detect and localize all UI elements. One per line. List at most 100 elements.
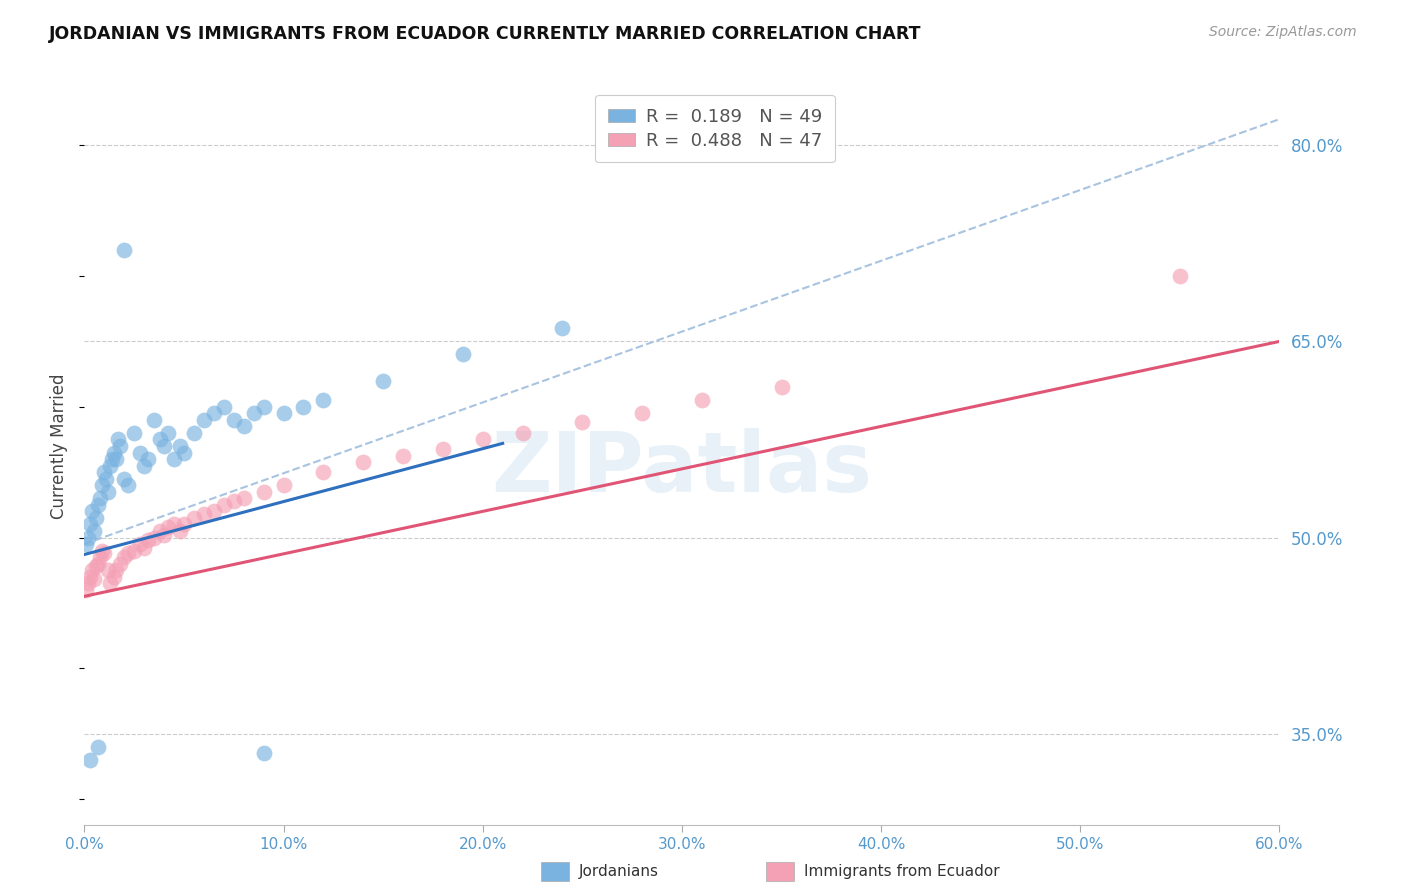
Point [392, 450, 415, 464]
Point [169, 439, 191, 453]
Point [79, 753, 101, 767]
Point [77, 576, 100, 591]
Point [183, 511, 205, 525]
Point [273, 406, 295, 420]
Point [143, 413, 166, 427]
Point [112, 550, 135, 565]
Point [91, 478, 114, 492]
Legend: R =  0.189   N = 49, R =  0.488   N = 47: R = 0.189 N = 49, R = 0.488 N = 47 [595, 95, 835, 162]
Point [232, 491, 254, 506]
Point [91, 543, 114, 558]
Point [136, 533, 159, 548]
Point [202, 504, 225, 518]
Point [153, 439, 176, 453]
Point [101, 452, 124, 467]
Text: Jordanians: Jordanians [579, 864, 659, 879]
Point [193, 413, 215, 427]
Point [132, 541, 156, 555]
Point [173, 517, 195, 532]
Point [110, 557, 132, 571]
Point [770, 380, 793, 394]
Point [82, 504, 104, 518]
Point [87, 739, 110, 754]
Point [97, 563, 120, 577]
Point [98, 458, 121, 473]
Point [273, 478, 295, 492]
Point [183, 425, 205, 440]
Point [312, 393, 335, 408]
Point [232, 419, 254, 434]
Point [107, 433, 129, 447]
Point [571, 416, 593, 430]
Point [451, 347, 474, 361]
Point [551, 321, 574, 335]
Point [129, 537, 152, 551]
Point [75, 582, 97, 597]
Point [163, 452, 186, 467]
Point [631, 406, 654, 420]
Point [83, 524, 105, 538]
Point [471, 433, 494, 447]
Point [193, 507, 215, 521]
Point [103, 445, 125, 459]
Point [87, 557, 110, 571]
Point [112, 472, 135, 486]
Point [77, 531, 100, 545]
Point [169, 524, 191, 538]
Point [143, 531, 166, 545]
Point [86, 559, 108, 574]
Point [202, 406, 225, 420]
Point [89, 550, 111, 565]
Point [75, 537, 97, 551]
Point [105, 452, 128, 467]
Point [163, 517, 186, 532]
Point [157, 425, 180, 440]
Point [149, 433, 172, 447]
Text: JORDANIAN VS IMMIGRANTS FROM ECUADOR CURRENTLY MARRIED CORRELATION CHART: JORDANIAN VS IMMIGRANTS FROM ECUADOR CUR… [49, 25, 922, 43]
Point [512, 425, 534, 440]
Point [292, 400, 315, 414]
Point [253, 484, 276, 499]
Point [117, 546, 139, 560]
Point [352, 455, 374, 469]
Point [79, 570, 101, 584]
Point [690, 393, 713, 408]
Point [122, 425, 145, 440]
Point [373, 374, 395, 388]
Point [87, 498, 110, 512]
Point [98, 576, 121, 591]
Y-axis label: Currently Married: Currently Married [51, 373, 69, 519]
Point [97, 484, 120, 499]
Point [117, 478, 139, 492]
Point [105, 563, 128, 577]
Point [79, 517, 101, 532]
Text: ZIPatlas: ZIPatlas [492, 428, 872, 509]
Point [89, 491, 111, 506]
Point [93, 465, 115, 479]
Point [222, 413, 245, 427]
Point [129, 445, 152, 459]
Point [312, 465, 335, 479]
Point [110, 439, 132, 453]
Point [242, 406, 264, 420]
Point [253, 746, 276, 760]
Point [173, 445, 195, 459]
Point [432, 442, 454, 456]
Text: Immigrants from Ecuador: Immigrants from Ecuador [804, 864, 1000, 879]
Point [132, 458, 156, 473]
Point [96, 472, 118, 486]
Point [86, 511, 108, 525]
Point [83, 572, 105, 586]
Point [112, 243, 135, 257]
Point [93, 546, 115, 560]
Point [157, 520, 180, 534]
Point [1168, 268, 1191, 283]
Point [253, 400, 276, 414]
Point [82, 563, 104, 577]
Point [153, 528, 176, 542]
Point [222, 494, 245, 508]
Point [103, 570, 125, 584]
Point [136, 452, 159, 467]
Point [212, 498, 235, 512]
Point [212, 400, 235, 414]
